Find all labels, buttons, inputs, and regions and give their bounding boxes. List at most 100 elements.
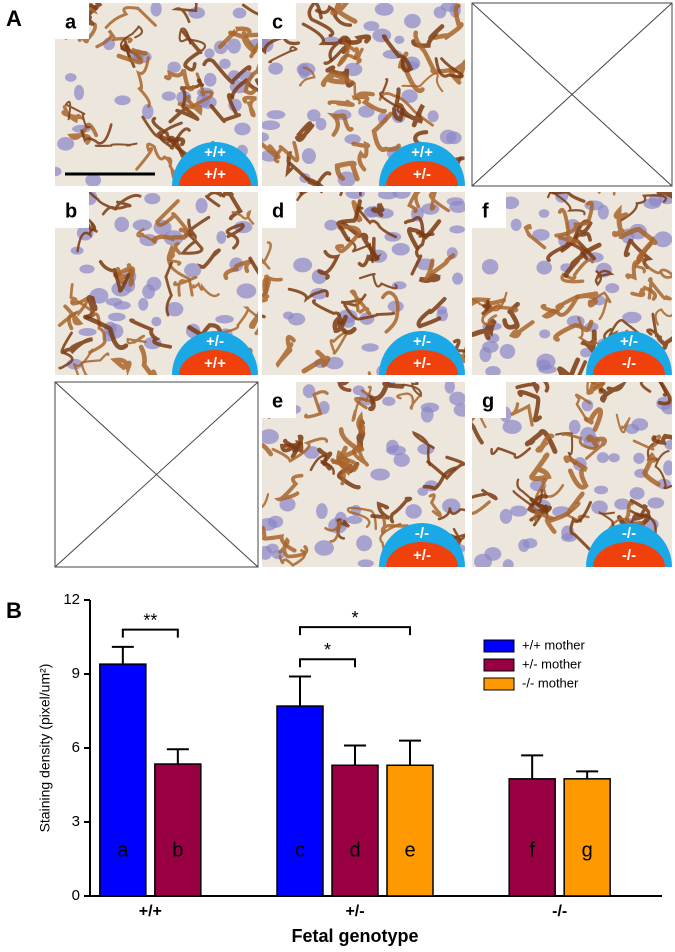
vessel-stain [69,283,93,313]
mother-genotype: +/- [620,333,638,350]
significance-label: * [324,640,331,660]
micrograph [55,3,258,186]
vessel-stain [389,496,413,524]
vessel-stain [428,493,442,518]
vessel-stain [135,142,166,171]
vessel-stain [304,390,329,419]
cell-nucleus [538,209,550,218]
cell-nucleus [161,91,176,101]
vessel-stain [151,116,204,170]
vessel-stain [619,194,668,222]
vessel-stain [338,47,364,65]
cell-nucleus [302,384,316,398]
vessel-stain [335,225,362,254]
image-letter: e [272,390,283,412]
vessel-stain [317,447,333,471]
vessel-stain [356,411,366,435]
vessel-stain [563,455,589,490]
y-tick-label: 12 [63,591,80,608]
vessel-stain [337,382,352,392]
vessel-stain [262,241,272,270]
vessel-stain [95,29,133,49]
letter-box [472,382,506,418]
vessel-stain [179,78,205,109]
cell-nucleus [532,228,550,241]
vessel-stain [119,25,144,52]
vessel-stain [535,433,555,453]
fetus-badge [386,350,458,375]
cell-nucleus [78,327,97,337]
cell-nucleus [663,460,672,476]
vessel-stain [557,357,581,375]
cell-nucleus [596,452,609,463]
vessel-stain [523,224,547,250]
bar-label: e [404,839,415,861]
cell-nucleus [361,343,379,352]
cell-nucleus [279,497,296,512]
cell-nucleus [301,148,316,165]
cell-nucleus [481,258,499,275]
vessel-stain [180,232,204,255]
vessel-stain [159,121,191,150]
vessel-stain [219,306,258,335]
cell-nucleus [449,225,465,234]
cell-nucleus [661,402,672,415]
vessel-stain [574,291,599,308]
cell-nucleus [377,192,398,200]
vessel-stain [167,259,194,297]
cell-nucleus [324,219,338,231]
cell-nucleus [591,500,608,515]
vessel-stain [407,192,421,214]
cell-nucleus [401,89,418,103]
cell-nucleus [236,283,257,299]
vessel-stain [524,429,558,454]
vessel-stain [129,318,173,349]
vessel-stain [370,501,390,520]
image-letter: c [272,11,283,33]
vessel-stain [196,248,221,270]
vessel-stain [656,192,672,199]
cell-nucleus [293,257,313,273]
cell-nucleus [502,196,520,210]
cell-nucleus [453,403,465,417]
vessel-stain [656,330,672,350]
vessel-stain [330,456,359,473]
vessel-stain [343,303,396,321]
y-axis-label: Staining density (pixel/um²) [37,664,53,833]
fetus-badge [386,161,458,186]
vessel-stain [358,272,398,290]
cell-nucleus [473,553,493,567]
vessel-stain [434,57,464,79]
cell-nucleus [393,453,410,467]
vessel-stain [651,433,672,446]
empty-image [54,381,259,568]
cell-nucleus [150,3,162,17]
vessel-stain [115,193,142,210]
vessel-stain [205,192,223,208]
legend-swatch [483,658,515,672]
vessel-stain [515,382,550,395]
cell-nucleus [316,503,328,520]
cell-nucleus [114,216,130,233]
vessel-stain [403,216,435,238]
vessel-stain [248,311,258,336]
cell-nucleus [597,204,609,220]
vessel-stain [510,402,534,427]
vessel-stain [63,304,84,331]
vessel-stain [202,58,252,85]
vessel-stain [104,6,157,29]
cell-nucleus [266,110,286,120]
cell-nucleus [502,559,514,567]
mother-genotype: +/- [206,333,224,350]
cell-nucleus [446,197,464,206]
vessel-stain [273,473,304,502]
cell-nucleus [625,423,640,435]
vessel-stain [412,430,435,467]
vessel-stain [336,70,362,105]
letter-box [55,3,89,39]
vessel-stain [432,3,464,41]
vessel-stain [64,100,91,129]
vessel-stain [243,63,258,96]
vessel-stain [138,344,158,375]
bar [563,778,611,897]
